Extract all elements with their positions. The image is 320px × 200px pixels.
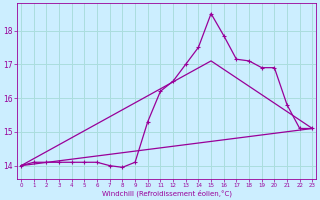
X-axis label: Windchill (Refroidissement éolien,°C): Windchill (Refroidissement éolien,°C) <box>102 189 232 197</box>
